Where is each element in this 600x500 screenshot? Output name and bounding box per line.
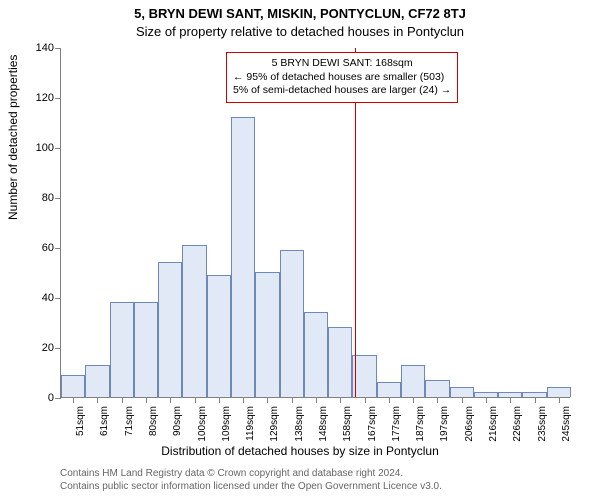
- x-tick-label: 148sqm: [318, 406, 329, 446]
- x-tick-label: 167sqm: [367, 406, 378, 446]
- attribution-line2: Contains public sector information licen…: [60, 481, 442, 494]
- histogram-bar: [182, 245, 206, 398]
- plot-area: 5 BRYN DEWI SANT: 168sqm← 95% of detache…: [60, 48, 570, 398]
- annotation-box: 5 BRYN DEWI SANT: 168sqm← 95% of detache…: [226, 52, 458, 103]
- x-tick: [97, 397, 98, 403]
- x-tick: [316, 397, 317, 403]
- x-tick-label: 51sqm: [75, 406, 86, 446]
- x-tick-label: 119sqm: [245, 406, 256, 446]
- y-tick: [55, 198, 61, 199]
- histogram-bar: [207, 275, 231, 398]
- y-tick: [55, 98, 61, 99]
- x-tick: [510, 397, 511, 403]
- annotation-line: 5% of semi-detached houses are larger (2…: [233, 84, 451, 98]
- histogram-bar: [134, 302, 158, 397]
- histogram-bar: [231, 117, 255, 397]
- x-tick: [486, 397, 487, 403]
- x-tick: [413, 397, 414, 403]
- x-tick-label: 109sqm: [221, 406, 232, 446]
- y-tick: [55, 248, 61, 249]
- histogram-bar: [450, 387, 474, 397]
- attribution-text: Contains HM Land Registry data © Crown c…: [60, 468, 442, 493]
- histogram-bar: [328, 327, 352, 397]
- x-tick-label: 245sqm: [561, 406, 572, 446]
- x-tick: [535, 397, 536, 403]
- y-tick-label: 0: [24, 392, 54, 404]
- y-tick: [55, 48, 61, 49]
- y-tick-label: 40: [24, 292, 54, 304]
- annotation-line: 5 BRYN DEWI SANT: 168sqm: [233, 57, 451, 71]
- y-tick: [55, 348, 61, 349]
- histogram-bar: [425, 380, 449, 398]
- x-tick: [340, 397, 341, 403]
- x-tick: [267, 397, 268, 403]
- y-axis-label: Number of detached properties: [6, 55, 20, 220]
- x-tick-label: 216sqm: [488, 406, 499, 446]
- chart-title-address: 5, BRYN DEWI SANT, MISKIN, PONTYCLUN, CF…: [0, 6, 600, 21]
- x-tick: [243, 397, 244, 403]
- x-tick: [170, 397, 171, 403]
- x-tick: [195, 397, 196, 403]
- histogram-bar: [547, 387, 571, 397]
- x-tick: [365, 397, 366, 403]
- y-tick-label: 140: [24, 42, 54, 54]
- x-tick: [559, 397, 560, 403]
- x-tick-label: 187sqm: [415, 406, 426, 446]
- x-tick-label: 80sqm: [148, 406, 159, 446]
- x-tick-label: 235sqm: [537, 406, 548, 446]
- x-tick-label: 206sqm: [464, 406, 475, 446]
- histogram-bar: [352, 355, 376, 398]
- x-tick: [73, 397, 74, 403]
- x-tick-label: 129sqm: [269, 406, 280, 446]
- y-tick: [55, 148, 61, 149]
- x-tick-label: 71sqm: [124, 406, 135, 446]
- annotation-line: ← 95% of detached houses are smaller (50…: [233, 71, 451, 85]
- y-tick-label: 80: [24, 192, 54, 204]
- y-tick-label: 60: [24, 242, 54, 254]
- x-tick: [292, 397, 293, 403]
- x-tick-label: 177sqm: [391, 406, 402, 446]
- histogram-bar: [280, 250, 304, 398]
- x-tick-label: 226sqm: [512, 406, 523, 446]
- y-tick: [55, 398, 61, 399]
- x-tick-label: 100sqm: [197, 406, 208, 446]
- histogram-bar: [158, 262, 182, 397]
- x-tick: [389, 397, 390, 403]
- x-tick: [146, 397, 147, 403]
- histogram-bar: [61, 375, 85, 398]
- x-tick-label: 61sqm: [99, 406, 110, 446]
- y-tick: [55, 298, 61, 299]
- x-tick: [122, 397, 123, 403]
- x-tick-label: 158sqm: [342, 406, 353, 446]
- x-tick: [462, 397, 463, 403]
- x-tick-label: 90sqm: [172, 406, 183, 446]
- x-tick-label: 138sqm: [294, 406, 305, 446]
- x-tick: [437, 397, 438, 403]
- x-tick-label: 197sqm: [439, 406, 450, 446]
- histogram-bar: [304, 312, 328, 397]
- y-tick-label: 100: [24, 142, 54, 154]
- histogram-bar: [110, 302, 134, 397]
- histogram-bar: [85, 365, 109, 398]
- histogram-bar: [401, 365, 425, 398]
- y-tick-label: 20: [24, 342, 54, 354]
- x-tick: [219, 397, 220, 403]
- chart-subtitle: Size of property relative to detached ho…: [0, 24, 600, 39]
- histogram-bar: [377, 382, 401, 397]
- x-axis-label: Distribution of detached houses by size …: [0, 444, 600, 458]
- attribution-line1: Contains HM Land Registry data © Crown c…: [60, 468, 442, 481]
- y-tick-label: 120: [24, 92, 54, 104]
- histogram-bar: [255, 272, 279, 397]
